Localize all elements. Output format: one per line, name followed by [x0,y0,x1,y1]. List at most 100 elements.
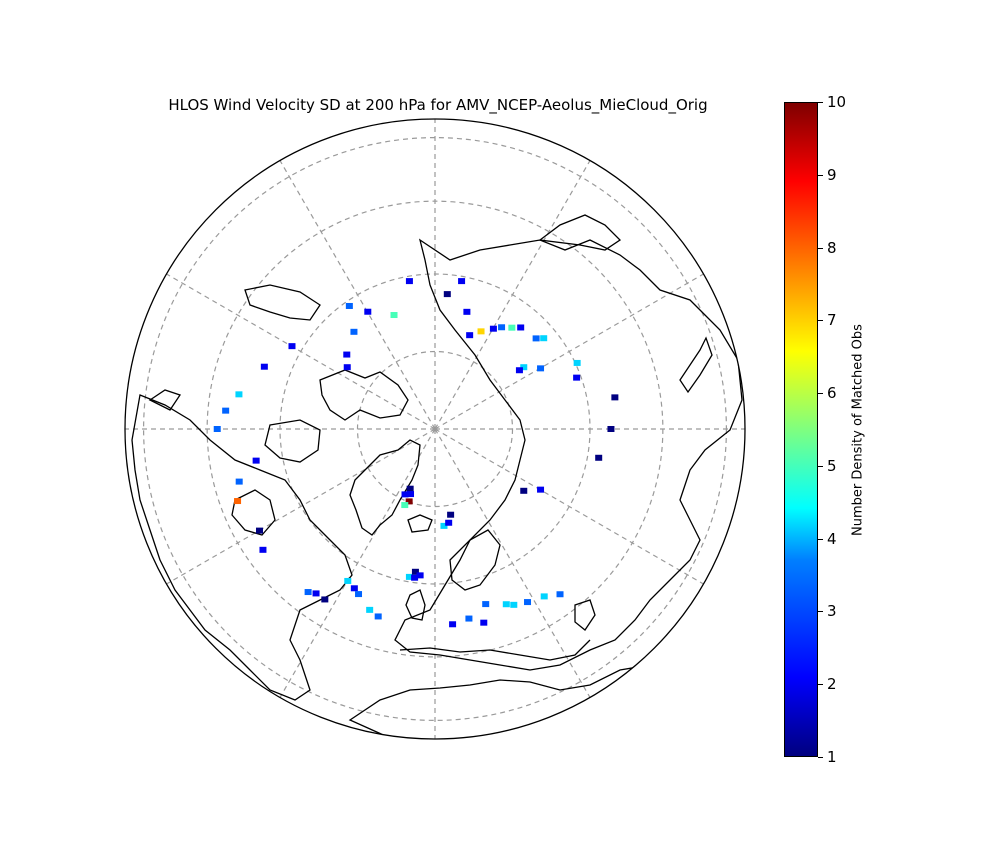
colorbar-tick: 6 [818,384,858,402]
density-cell [390,312,398,319]
density-cell [235,478,243,485]
density-cell [520,487,528,494]
colorbar-tick: 5 [818,457,858,475]
meridian-line [434,160,591,430]
greenland-coast [349,439,421,536]
colorbar-tick: 2 [818,675,858,693]
density-cell [447,511,455,518]
density-cell [510,601,518,608]
density-cell [405,278,413,285]
density-cell [498,324,506,331]
density-cell [364,308,372,315]
coastlines [131,214,743,739]
africa-coast [348,664,681,739]
map-boundary [124,118,746,740]
meridian-line [434,273,704,430]
density-cell [350,585,358,592]
colorbar-tick: 3 [818,602,858,620]
density-cell [213,426,221,432]
scandinavia-coast [449,529,501,591]
density-cell [607,426,615,432]
density-cell [489,325,497,332]
density-cell [345,302,353,309]
meridian-line [279,428,436,698]
iceland-coast [407,514,433,533]
density-cell [517,324,525,331]
density-cell [537,365,545,372]
colorbar-tick: 4 [818,530,858,548]
density-cell [573,374,581,381]
graticule [125,119,745,739]
density-cell [350,328,358,335]
density-cell [344,577,352,584]
density-cell [477,328,485,335]
colorbar-tick: 8 [818,239,858,257]
density-cell [259,546,267,553]
colorbar-tick: 9 [818,166,858,184]
density-cell [406,485,414,492]
arctic-islands-coast [319,369,409,421]
density-cell [255,527,263,534]
density-cell [252,457,260,464]
meridian-line [166,428,436,585]
density-cell [405,498,413,505]
density-cell [482,601,490,608]
density-cell [532,335,540,342]
density-cell [465,615,473,622]
density-cell [416,572,424,579]
density-cell [573,359,581,366]
data-cells [213,278,619,628]
density-cell [595,454,603,461]
density-cell [366,606,374,613]
density-cell [288,343,296,350]
density-cell [508,324,516,331]
density-cell [540,593,548,600]
density-cell [537,486,545,493]
density-cell [458,278,466,285]
density-cell [443,291,451,298]
density-cell [235,391,243,398]
meridian-line [434,428,591,698]
density-cell [463,308,471,315]
density-cell [222,407,230,414]
density-cell [411,574,419,581]
density-cell [440,522,448,529]
density-cell [480,619,488,626]
density-cell [343,364,351,371]
colorbar-tick: 7 [818,311,858,329]
density-cell [312,590,320,597]
density-cell [234,498,242,505]
density-cell [540,335,548,342]
density-cell [556,591,564,598]
density-cell [374,613,382,620]
density-cell [445,519,453,526]
meridian-line [279,160,436,430]
density-cell [401,491,409,498]
density-cell [515,367,523,374]
latitude-circle [356,350,514,508]
density-cell [611,394,619,401]
density-cell [304,589,312,596]
colorbar-tick: 1 [818,748,858,766]
colorbar-tick: 10 [818,93,858,111]
britain-coast [405,589,426,621]
meridian-line [434,428,704,585]
density-cell [520,364,528,371]
density-cell [524,599,532,606]
density-cell [411,568,419,575]
density-cell [260,363,268,370]
density-cell [355,591,363,598]
density-cell [407,491,415,498]
density-cell [401,502,409,509]
density-cell [502,601,510,608]
density-cell [343,351,351,358]
north-america-coast [131,394,353,701]
eurasia-coast [394,238,743,671]
colorbar [784,102,818,757]
density-cell [321,596,329,603]
meridian-line [166,273,436,430]
density-cell [449,621,457,628]
density-cell [405,573,413,580]
colorbar-ticks: 1 2 3 4 5 6 7 8 9 10 [818,93,858,766]
